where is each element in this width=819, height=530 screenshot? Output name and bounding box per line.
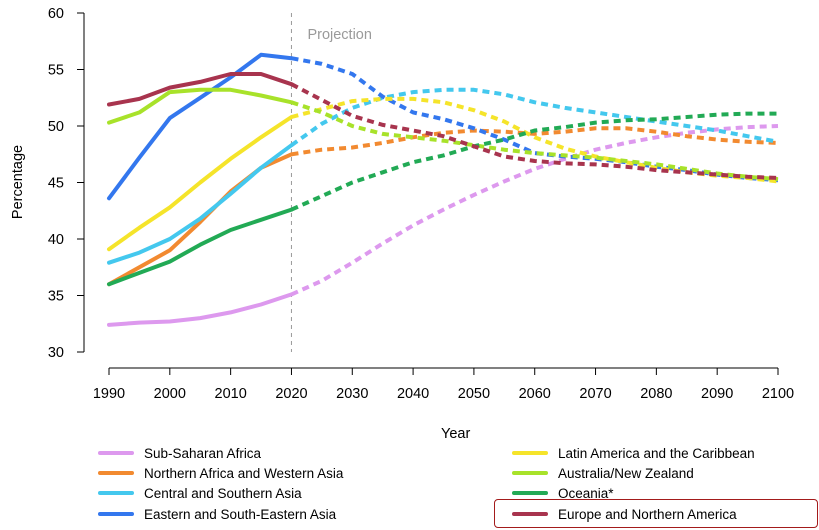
series-projection-sub-saharan-africa — [290, 124, 779, 297]
series-line-oceania — [107, 207, 294, 287]
legend-swatch — [98, 471, 134, 475]
legend-label: Oceania* — [558, 485, 614, 501]
x-tick-label: 2100 — [762, 386, 794, 402]
legend-swatch — [98, 512, 134, 516]
series-line-sub-saharan-africa — [107, 292, 294, 327]
legend-item-sub-saharan-africa: Sub-Saharan Africa — [98, 444, 261, 462]
legend-swatch — [512, 471, 548, 475]
series-projection-central-and-southern-asia — [290, 87, 779, 147]
series-line-australia-new-zealand — [107, 87, 294, 125]
x-tick-label: 2020 — [275, 386, 307, 402]
legend-item-northern-africa-and-western-asia: Northern Africa and Western Asia — [98, 464, 343, 482]
series-projection-latin-america-and-the-caribbean — [290, 96, 779, 184]
x-tick-label: 2090 — [701, 386, 733, 402]
series-projection-northern-africa-and-western-asia — [291, 126, 779, 157]
y-tick-label: 30 — [48, 345, 64, 361]
legend-item-latin-america-and-the-caribbean: Latin America and the Caribbean — [512, 444, 755, 462]
series-lines — [107, 52, 779, 327]
legend-swatch — [98, 491, 134, 495]
y-tick-label: 40 — [48, 232, 64, 248]
y-tick-label: 55 — [48, 63, 64, 79]
x-tick-label: 2000 — [154, 386, 186, 402]
y-tick-label: 45 — [48, 176, 64, 192]
legend-item-central-and-southern-asia: Central and Southern Asia — [98, 484, 302, 502]
y-tick-label: 60 — [48, 6, 64, 22]
x-tick-label: 2040 — [397, 386, 429, 402]
x-tick-label: 2010 — [215, 386, 247, 402]
series-projection-eastern-and-south-eastern-asia — [291, 56, 779, 183]
x-tick-label: 2030 — [336, 386, 368, 402]
series-projection-oceania — [290, 111, 778, 212]
x-tick-label: 2070 — [579, 386, 611, 402]
legend-label: Latin America and the Caribbean — [558, 445, 755, 461]
y-tick-label: 50 — [48, 119, 64, 135]
legend-label: Sub-Saharan Africa — [144, 445, 262, 461]
legend-item-australia-new-zealand: Australia/New Zealand — [512, 464, 694, 482]
legend-label: Europe and Northern America — [558, 506, 737, 522]
legend-swatch — [512, 451, 548, 455]
legend-item-europe-and-northern-america: Europe and Northern America — [512, 505, 737, 523]
axis-labels: 30 35 40 45 50 55 60 1990 2000 2010 2020 2030 2040 20… — [10, 6, 794, 442]
legend-label: Northern Africa and Western Asia — [144, 465, 344, 481]
x-tick-label: 2060 — [519, 386, 551, 402]
legend-swatch — [512, 512, 548, 516]
x-tick-label: 2050 — [458, 386, 490, 402]
projection-label: Projection — [307, 27, 371, 43]
series-line-europe-and-northern-america — [107, 72, 294, 107]
legend-swatch — [512, 491, 548, 495]
legend-label: Australia/New Zealand — [558, 465, 694, 481]
legend-label: Eastern and South-Eastern Asia — [144, 506, 337, 522]
series-line-latin-america-and-the-caribbean — [107, 115, 294, 252]
series-line-central-and-southern-asia — [107, 143, 294, 265]
y-axis-title: Percentage — [10, 145, 26, 219]
legend-label: Central and Southern Asia — [144, 485, 302, 501]
x-tick-label: 1990 — [93, 386, 125, 402]
legend-swatch — [98, 451, 134, 455]
x-axis-title: Year — [441, 426, 470, 442]
x-tick-label: 2080 — [640, 386, 672, 402]
y-tick-label: 35 — [48, 289, 64, 305]
series-projection-australia-new-zealand — [290, 100, 779, 182]
series-line-eastern-and-south-eastern-asia — [107, 52, 294, 201]
legend-item-oceania: Oceania* — [512, 484, 614, 502]
series-projection-europe-and-northern-america — [290, 82, 779, 180]
legend-item-eastern-and-south-eastern-asia: Eastern and South-Eastern Asia — [98, 505, 336, 523]
